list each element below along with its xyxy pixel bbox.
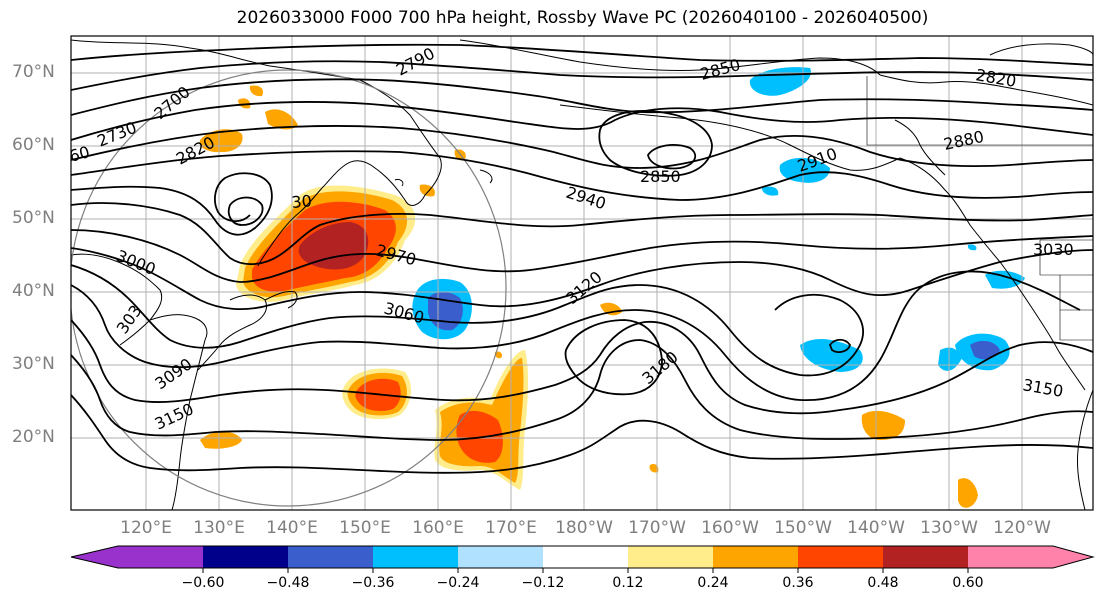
- height-contours: [71, 43, 1093, 474]
- lon-label: 140°E: [266, 518, 318, 538]
- lon-label: 130°W: [920, 518, 978, 538]
- contour-label: 3030: [1033, 240, 1074, 259]
- lon-label: 120°E: [120, 518, 172, 538]
- lon-label: 150°W: [774, 518, 832, 538]
- lon-label: 160°W: [701, 518, 759, 538]
- colorbar-tick-label: 0.48: [867, 575, 899, 591]
- lon-label: 170°E: [485, 518, 537, 538]
- lat-label: 50°N: [12, 208, 55, 228]
- lon-label: 130°E: [193, 518, 245, 538]
- lon-label: 120°W: [993, 518, 1051, 538]
- lon-label: 170°W: [628, 518, 686, 538]
- colorbar-tick-label: 0.60: [952, 575, 984, 591]
- colorbar-extend-high: [1053, 546, 1093, 568]
- lat-label: 70°N: [12, 62, 55, 82]
- colorbar-extend-low: [71, 546, 118, 568]
- lat-label: 20°N: [12, 427, 55, 447]
- graticule: [71, 36, 1093, 510]
- contour-label: 60: [67, 142, 92, 166]
- colorbar-tick-label: −0.24: [436, 575, 480, 591]
- map-frame: [70, 35, 1094, 511]
- colorbar-tick-label: 0.12: [612, 575, 644, 591]
- lat-label: 40°N: [12, 281, 55, 301]
- contour-label: 2850: [640, 167, 681, 186]
- colorbar-tick-label: −0.48: [266, 575, 310, 591]
- contour-label: 30: [291, 191, 313, 212]
- lon-label: 160°E: [412, 518, 464, 538]
- coastlines: [71, 39, 1093, 510]
- colorbar-tick-label: 0.24: [697, 575, 729, 591]
- colorbar-tick-label: 0.36: [782, 575, 814, 591]
- colorbar-tick-label: −0.60: [181, 575, 225, 591]
- colorbar-tick-label: −0.12: [521, 575, 565, 591]
- lon-label: 140°W: [847, 518, 905, 538]
- lon-label: 150°E: [339, 518, 391, 538]
- lat-label: 30°N: [12, 354, 55, 374]
- highlight-circle: [71, 69, 507, 507]
- colorbar-tick-label: −0.36: [351, 575, 395, 591]
- lat-label: 60°N: [12, 135, 55, 155]
- colorbar: [70, 545, 1095, 573]
- map-area: 2700 2730 60 2790 2820 2850 2850 2820 28…: [67, 36, 1093, 510]
- lon-label: 180°W: [555, 518, 613, 538]
- map-title: 2026033000 F000 700 hPa height, Rossby W…: [236, 8, 929, 28]
